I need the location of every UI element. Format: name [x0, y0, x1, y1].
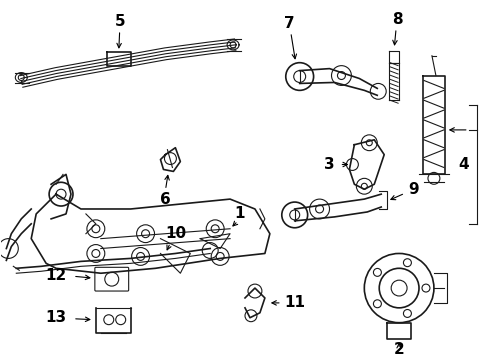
Text: 6: 6	[160, 192, 171, 207]
Text: 5: 5	[114, 14, 125, 29]
FancyBboxPatch shape	[95, 267, 129, 291]
Text: 13: 13	[46, 310, 67, 325]
Text: 12: 12	[46, 268, 67, 283]
Text: 7: 7	[284, 15, 295, 31]
Text: 11: 11	[284, 296, 305, 310]
Text: 8: 8	[392, 12, 402, 27]
Text: 1: 1	[235, 206, 245, 221]
Text: 4: 4	[458, 157, 469, 172]
Text: 9: 9	[409, 182, 419, 197]
Text: 2: 2	[394, 342, 405, 357]
Text: 10: 10	[165, 226, 186, 241]
Text: 3: 3	[324, 157, 335, 172]
